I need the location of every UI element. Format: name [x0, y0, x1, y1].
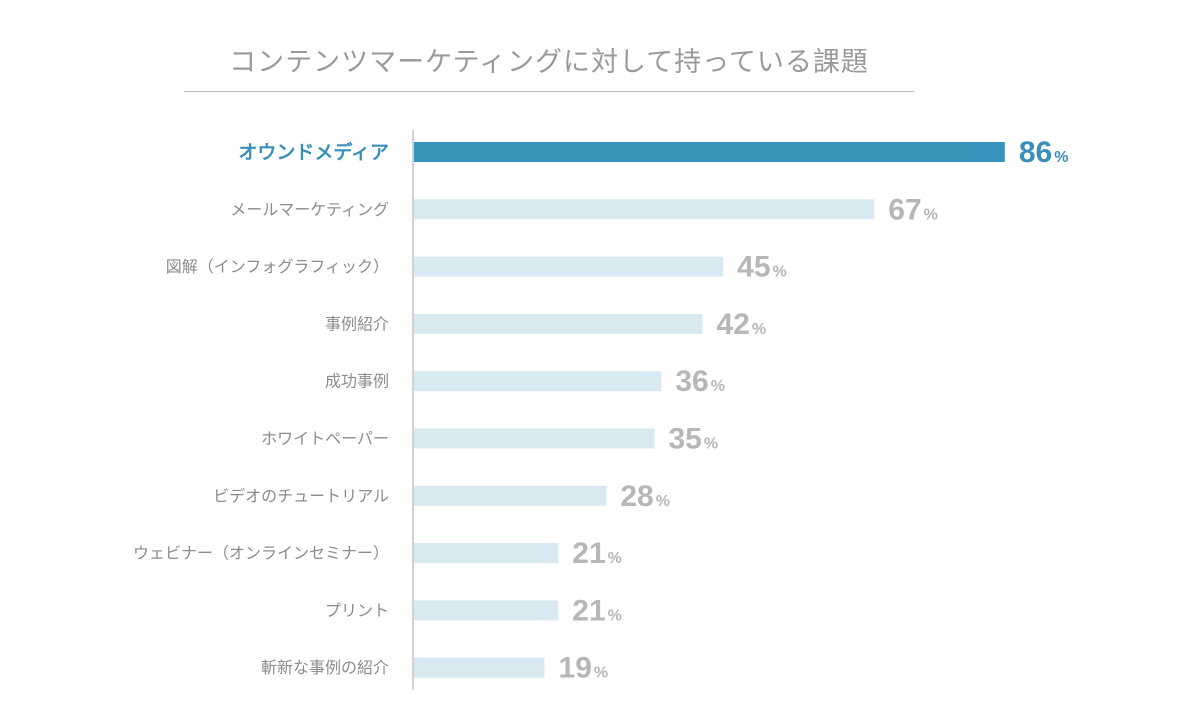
value-unit: % — [1054, 149, 1068, 166]
value-unit: % — [704, 436, 718, 453]
category-label: ビデオのチュートリアル — [213, 486, 389, 505]
value-label: 21% — [572, 594, 622, 627]
value-unit: % — [608, 550, 622, 567]
category-label: 斬新な事例の紹介 — [261, 658, 389, 677]
value-label: 35% — [668, 423, 718, 456]
value-label: 86% — [1019, 136, 1069, 169]
bar — [414, 256, 724, 277]
value-unit: % — [924, 206, 938, 223]
category-label: オウンドメディア — [238, 141, 389, 164]
category-label: プリント — [325, 601, 389, 620]
title-divider — [184, 91, 914, 92]
category-label: ウェビナー（オンラインセミナー） — [133, 544, 389, 563]
bar — [414, 543, 559, 564]
value-label: 21% — [572, 537, 622, 570]
bar — [414, 428, 655, 449]
category-label: 成功事例 — [325, 372, 389, 391]
value-unit: % — [711, 378, 725, 395]
bar — [414, 199, 875, 220]
chart-title: コンテンツマーケティングに対して持っている課題 — [229, 47, 869, 78]
bar — [414, 142, 1005, 162]
value-label: 42% — [717, 308, 767, 341]
value-label: 36% — [675, 365, 725, 398]
value-unit: % — [594, 665, 608, 682]
value-unit: % — [773, 264, 787, 281]
category-label: 事例紹介 — [325, 314, 389, 333]
category-label: ホワイトペーパー — [261, 429, 389, 448]
bar — [414, 371, 662, 392]
bar — [414, 485, 607, 506]
value-label: 45% — [737, 251, 787, 284]
value-label: 28% — [620, 480, 670, 513]
value-unit: % — [752, 321, 766, 338]
bar — [414, 657, 545, 678]
category-label: メールマーケティング — [230, 200, 389, 219]
value-unit: % — [656, 493, 670, 510]
category-label: 図解（インフォグラフィック） — [166, 257, 389, 276]
bar — [414, 313, 703, 334]
value-unit: % — [608, 607, 622, 624]
value-label: 67% — [888, 193, 938, 226]
value-label: 19% — [559, 652, 609, 685]
bar — [414, 600, 559, 621]
